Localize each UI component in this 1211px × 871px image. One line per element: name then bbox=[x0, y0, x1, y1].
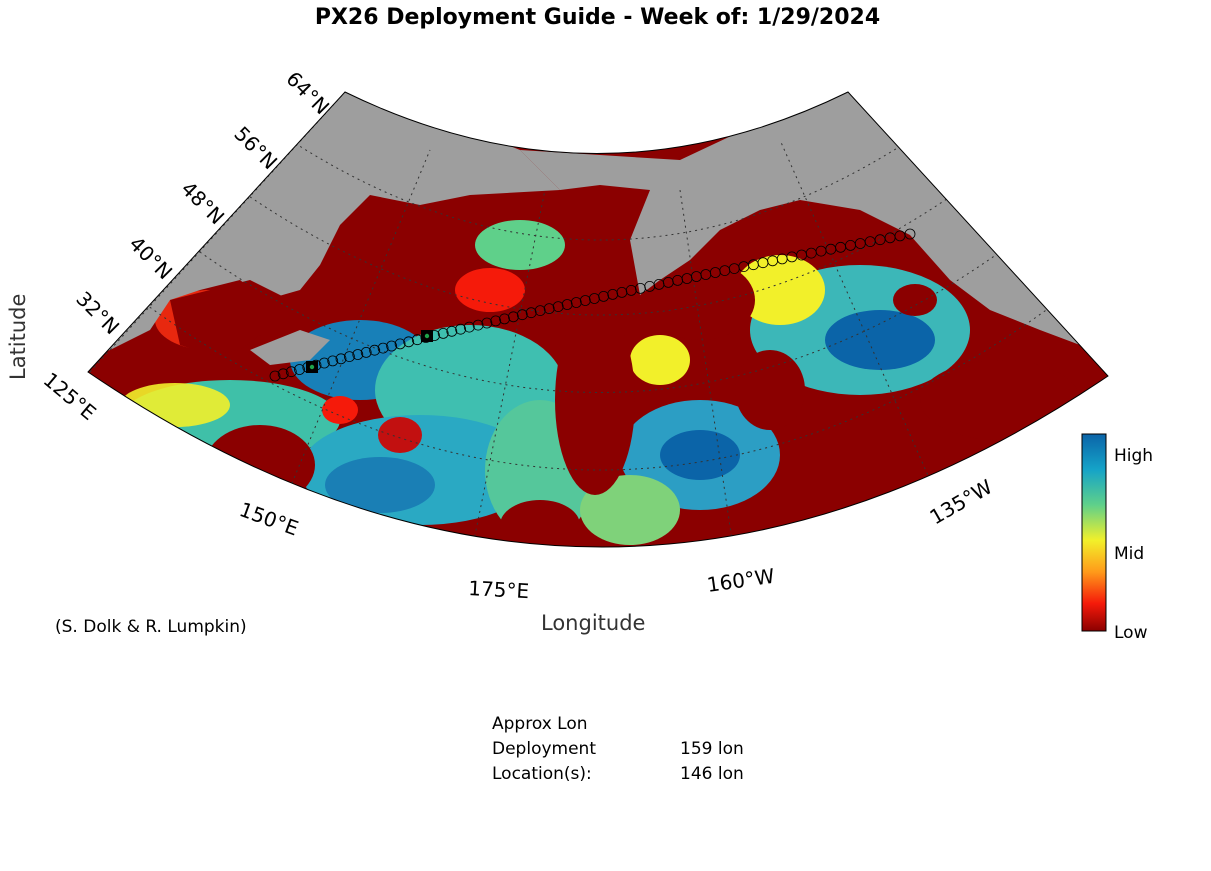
track-point bbox=[543, 303, 555, 315]
deployment-row-key: Location(s): bbox=[492, 764, 592, 784]
map-frame bbox=[87, 91, 1109, 548]
track-point bbox=[463, 321, 475, 333]
track-point bbox=[360, 346, 372, 358]
lat-tick-48: 48°N bbox=[176, 177, 229, 230]
track-point bbox=[516, 309, 528, 321]
track-point bbox=[403, 336, 415, 348]
track-point bbox=[534, 305, 546, 317]
deployment-info: Approx Lon Deployment 159 lon Location(s… bbox=[492, 712, 744, 787]
track-point bbox=[904, 228, 916, 240]
track-point bbox=[369, 344, 381, 356]
track-point bbox=[552, 301, 564, 313]
track-point bbox=[377, 342, 389, 354]
track-point bbox=[570, 297, 582, 308]
deployment-row-key: Deployment bbox=[492, 739, 596, 759]
track-point bbox=[525, 307, 537, 319]
ship-track bbox=[269, 228, 916, 382]
track-point bbox=[386, 340, 398, 352]
lon-tick-135w: 135°W bbox=[926, 474, 997, 529]
track-point bbox=[579, 295, 591, 306]
track-point bbox=[508, 311, 519, 323]
colorbar-high-label: High bbox=[1114, 446, 1153, 466]
lat-tick-64: 64°N bbox=[281, 67, 334, 120]
track-point bbox=[446, 325, 458, 337]
colorbar bbox=[1081, 433, 1107, 632]
track-point bbox=[285, 366, 297, 378]
track-point bbox=[481, 317, 493, 329]
deployment-row-value: 146 lon bbox=[680, 764, 744, 784]
track-point bbox=[455, 323, 467, 335]
lat-tick-32: 32°N bbox=[71, 287, 124, 340]
track-point bbox=[490, 315, 502, 327]
track-point bbox=[294, 364, 305, 375]
track-point bbox=[318, 357, 330, 369]
lon-tick-160w: 160°W bbox=[705, 564, 776, 597]
track-point bbox=[269, 370, 281, 382]
lat-tick-56: 56°N bbox=[229, 122, 282, 175]
track-point bbox=[352, 349, 364, 360]
deployment-row: Deployment 159 lon bbox=[492, 737, 744, 762]
high-value-patches bbox=[120, 220, 970, 545]
lon-tick-125e: 125°E bbox=[39, 367, 101, 424]
deployment-info-header: Approx Lon bbox=[492, 714, 588, 734]
colorbar-low-label: Low bbox=[1114, 623, 1148, 643]
track-point bbox=[335, 353, 347, 365]
track-point bbox=[277, 368, 289, 380]
track-point bbox=[437, 327, 449, 339]
credit-text: (S. Dolk & R. Lumpkin) bbox=[55, 617, 247, 637]
colorbar-mid-label: Mid bbox=[1114, 544, 1144, 564]
deployment-row: Location(s): 146 lon bbox=[492, 762, 744, 787]
lon-tick-150e: 150°E bbox=[236, 497, 301, 540]
track-point bbox=[598, 290, 609, 302]
ocean-field bbox=[88, 92, 1108, 548]
track-point bbox=[394, 338, 406, 350]
track-point bbox=[327, 355, 339, 367]
deployment-row-value: 159 lon bbox=[680, 739, 744, 759]
y-axis-title: Latitude bbox=[6, 294, 30, 380]
lon-tick-175e: 175°E bbox=[468, 576, 530, 603]
graticule bbox=[89, 92, 1061, 548]
x-axis-title: Longitude bbox=[541, 611, 645, 635]
track-point bbox=[343, 351, 355, 363]
track-point bbox=[499, 313, 510, 325]
track-point bbox=[561, 299, 573, 310]
deployment-markers bbox=[306, 330, 433, 373]
lat-tick-40: 40°N bbox=[124, 232, 177, 285]
track-point bbox=[472, 319, 484, 331]
page-title: PX26 Deployment Guide - Week of: 1/29/20… bbox=[314, 5, 881, 30]
